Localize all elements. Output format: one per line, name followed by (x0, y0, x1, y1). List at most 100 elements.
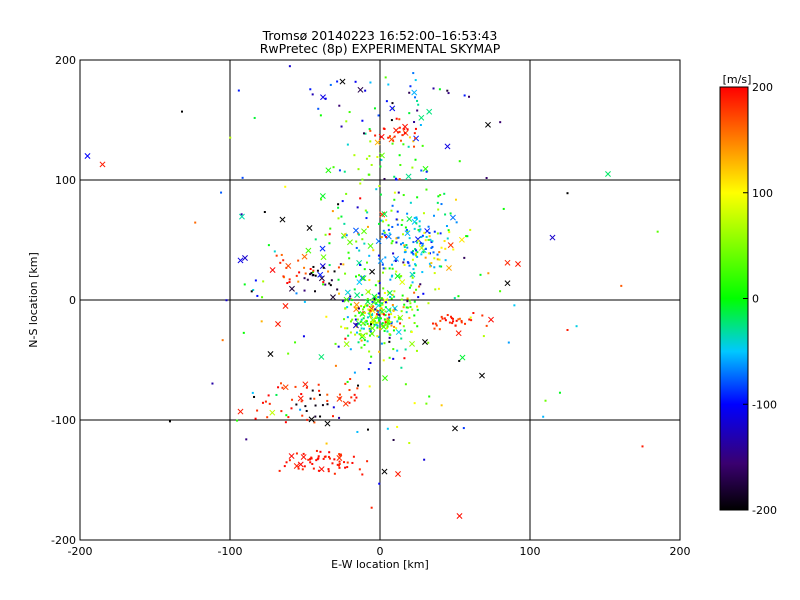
data-point (641, 445, 644, 448)
data-point-cross (364, 298, 371, 305)
data-point (405, 306, 408, 309)
data-point (366, 225, 369, 228)
data-point (324, 233, 327, 236)
data-point (499, 290, 502, 293)
data-point (403, 244, 406, 247)
data-point (387, 136, 390, 139)
data-point (337, 217, 340, 220)
data-point (405, 311, 408, 314)
data-point (387, 313, 390, 316)
data-point (427, 341, 430, 344)
data-point (326, 393, 329, 396)
data-point-cross (282, 303, 289, 309)
data-point (338, 462, 341, 465)
data-point (295, 452, 298, 455)
data-point-cross (380, 323, 387, 330)
data-point (436, 232, 439, 235)
data-point (304, 272, 307, 275)
data-point (393, 316, 396, 319)
data-point-cross (377, 258, 384, 264)
data-point (357, 307, 360, 310)
colorbar-tick-label: 0 (752, 293, 759, 306)
data-point (380, 158, 383, 161)
data-point (337, 203, 340, 206)
data-point-cross (393, 127, 400, 134)
data-point (395, 117, 398, 120)
data-point-cross (347, 239, 353, 246)
data-point (433, 230, 436, 233)
data-point (383, 318, 386, 321)
data-point (427, 225, 430, 228)
data-point (348, 401, 351, 404)
data-point (432, 214, 435, 217)
data-point (301, 468, 304, 471)
data-point (327, 270, 330, 273)
data-point-cross (360, 275, 367, 282)
data-point (369, 330, 372, 333)
data-point (438, 258, 441, 261)
data-point (393, 325, 396, 328)
data-point (469, 316, 472, 319)
data-point (312, 265, 315, 268)
chart-title: Tromsø 20140223 16:52:00–16:53:43 (262, 28, 498, 43)
data-point (262, 280, 265, 283)
data-point-cross (382, 375, 388, 382)
data-point (297, 467, 300, 470)
data-point (460, 321, 463, 324)
data-point (377, 114, 380, 117)
data-point (438, 265, 441, 268)
data-point (385, 219, 388, 222)
data-point (317, 383, 320, 386)
data-point (347, 334, 350, 337)
data-point (370, 355, 373, 358)
data-point-cross (414, 236, 421, 243)
data-point (391, 142, 394, 145)
data-point (448, 321, 451, 324)
data-point-cross (357, 86, 364, 93)
data-point (413, 314, 416, 317)
data-point (403, 263, 406, 266)
data-point (358, 468, 361, 471)
data-point-cross (504, 259, 511, 266)
data-point (379, 165, 382, 168)
data-point (290, 407, 293, 410)
data-point (381, 303, 384, 306)
data-point (423, 458, 426, 461)
data-point (417, 296, 420, 299)
data-point (382, 267, 385, 270)
data-point (221, 339, 224, 342)
data-point (368, 350, 371, 353)
data-point (437, 195, 440, 198)
data-point-cross (422, 165, 429, 172)
data-point (328, 264, 331, 267)
data-point (391, 204, 394, 207)
data-point-cross (549, 234, 556, 241)
data-point (387, 291, 390, 294)
data-point (416, 325, 419, 328)
data-point-cross (267, 351, 274, 357)
data-point (288, 459, 291, 462)
data-point (280, 253, 283, 256)
data-point (254, 279, 257, 282)
data-point (425, 235, 428, 238)
data-point (229, 136, 232, 139)
data-point-cross (288, 453, 295, 459)
data-point (428, 231, 431, 234)
data-point-cross (418, 244, 425, 251)
data-point (402, 325, 405, 328)
data-point (366, 322, 369, 325)
data-point (415, 288, 418, 291)
data-point (351, 461, 354, 464)
data-point (415, 254, 418, 257)
data-point (392, 107, 395, 110)
data-point (411, 251, 414, 254)
data-point (383, 127, 386, 130)
data-point (427, 302, 430, 305)
data-point (396, 223, 399, 226)
data-point (309, 397, 312, 400)
data-point (388, 356, 391, 359)
data-point (425, 402, 428, 405)
data-point (386, 330, 389, 333)
data-point-cross (343, 296, 350, 303)
data-point (358, 311, 361, 314)
